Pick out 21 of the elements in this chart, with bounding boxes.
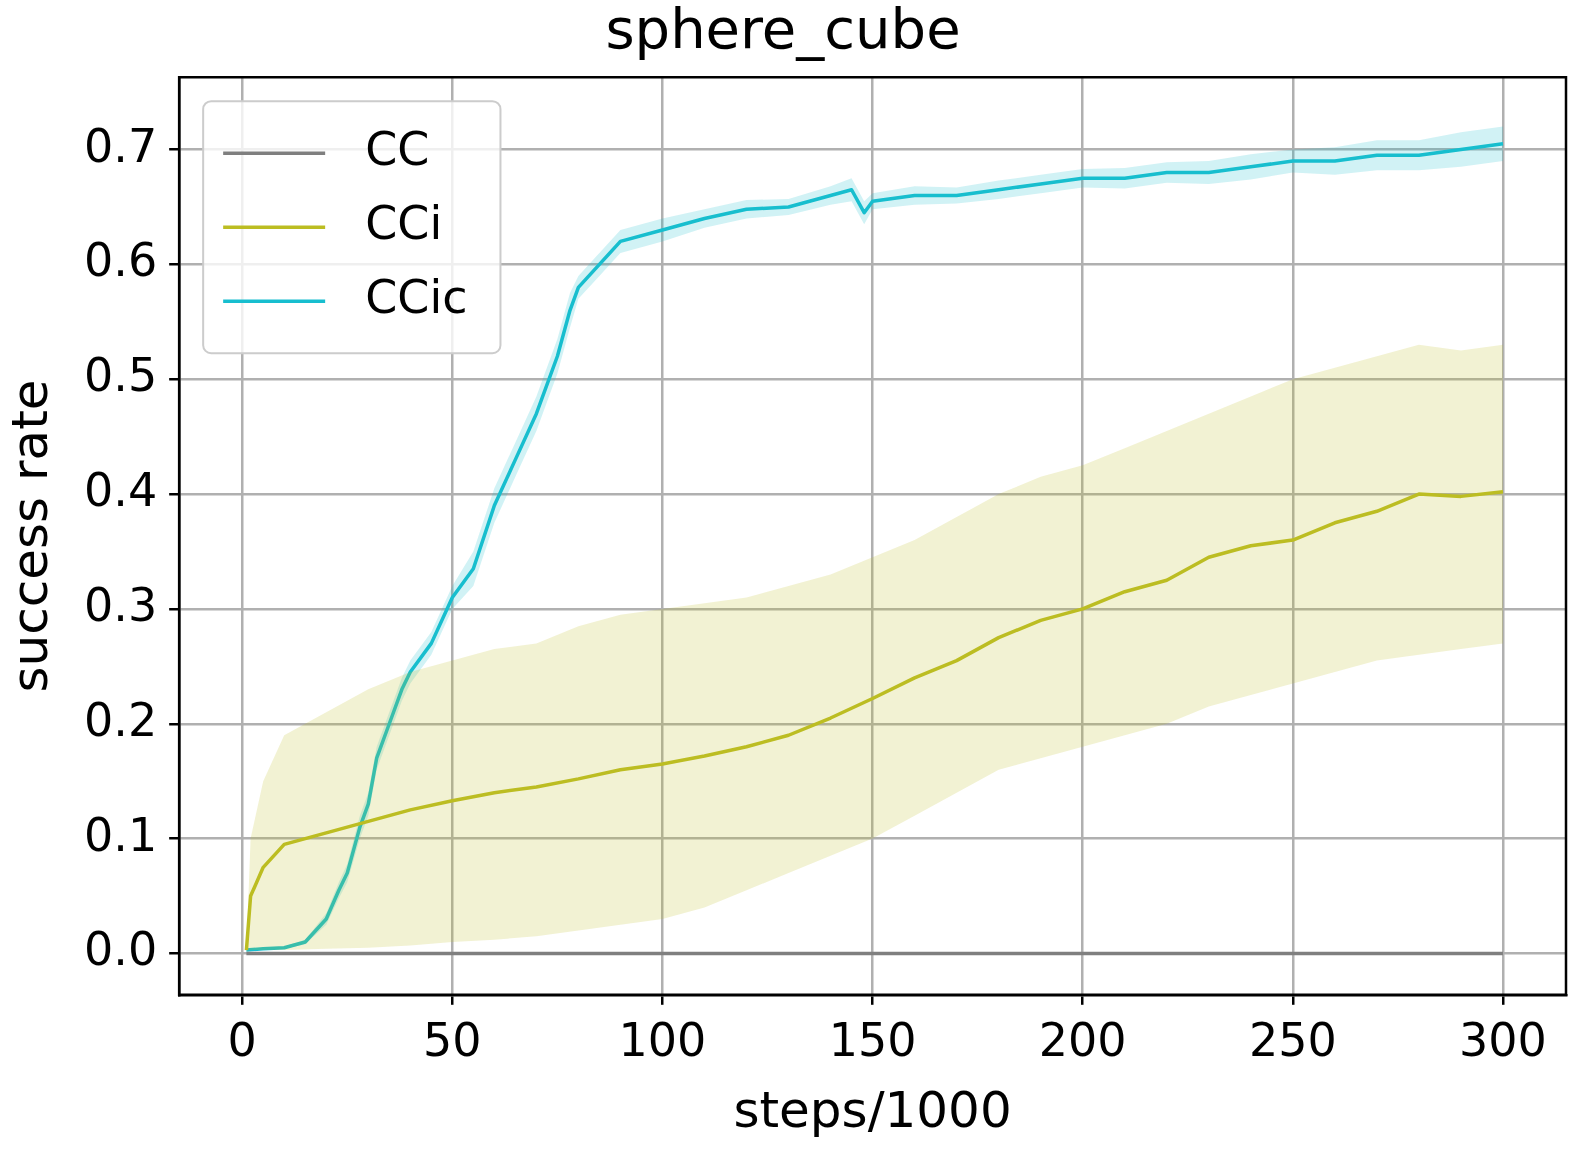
y-tick-label: 0.5 [84, 348, 158, 403]
chart-title: sphere_cube [605, 0, 961, 62]
x-tick-label: 150 [828, 1013, 917, 1068]
x-tick-label: 300 [1459, 1013, 1547, 1068]
x-tick-label: 100 [618, 1013, 707, 1068]
legend-label: CCi [365, 196, 443, 251]
y-tick-label: 0.4 [84, 463, 158, 518]
y-tick-label: 0.0 [84, 922, 158, 977]
y-tick-label: 0.6 [84, 233, 158, 288]
legend-label: CC [365, 122, 430, 177]
y-tick-label: 0.3 [84, 577, 158, 632]
y-tick-label: 0.7 [84, 118, 158, 173]
x-tick-label: 50 [423, 1013, 482, 1068]
x-tick-label: 200 [1038, 1013, 1127, 1068]
y-axis-title: success rate [0, 379, 59, 693]
y-tick-label: 0.1 [84, 807, 158, 862]
x-tick-label: 0 [227, 1013, 257, 1068]
x-axis-title: steps/1000 [733, 1080, 1012, 1139]
x-tick-label: 250 [1248, 1013, 1337, 1068]
y-tick-label: 0.2 [84, 692, 158, 747]
legend-label: CCic [365, 270, 468, 325]
